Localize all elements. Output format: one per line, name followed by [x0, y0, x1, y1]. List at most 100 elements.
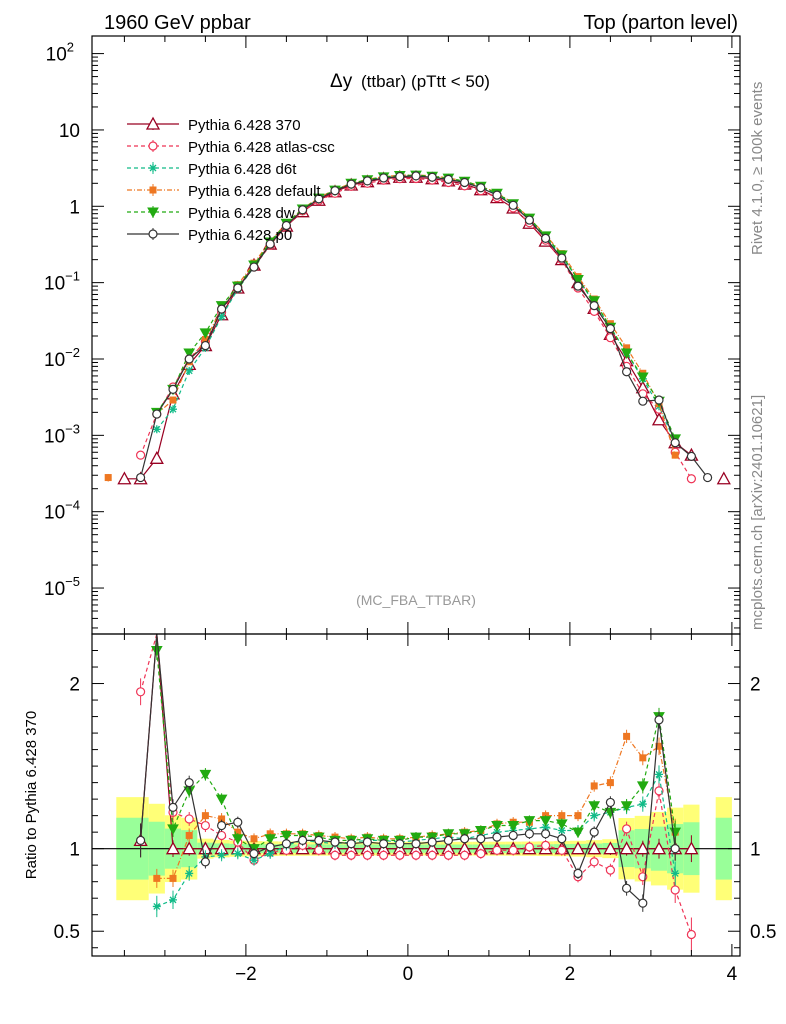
- series-5-marker: [427, 172, 437, 182]
- series-3-ratio-marker: [590, 782, 598, 790]
- series-5-marker: [411, 171, 421, 181]
- series-1-ratio-marker: [540, 840, 551, 850]
- series-5-marker: [654, 395, 664, 405]
- y-tick-label: 10−3: [44, 421, 80, 447]
- chart-title-rest: (ttbar) (pTtt < 50): [361, 72, 490, 91]
- series-5-ratio-marker: [508, 830, 518, 841]
- series-4-ratio-marker: [410, 832, 422, 844]
- x-tick-label: −2: [235, 964, 257, 985]
- series-5-ratio-marker: [346, 839, 356, 849]
- series-1-ratio-marker: [605, 865, 616, 875]
- series-0-ratio-marker: [651, 841, 667, 855]
- series-1-ratio-marker: [314, 845, 324, 855]
- series-5-marker: [443, 174, 453, 185]
- y-tick-label-base: 10: [44, 503, 65, 524]
- series-4-ratio-marker: [620, 801, 633, 812]
- series-5-ratio-marker: [314, 835, 324, 846]
- series-1-ratio-marker: [184, 814, 194, 824]
- series-4-marker: [620, 348, 633, 359]
- y-tick-label: 10: [59, 121, 80, 142]
- series-4-ratio-marker: [474, 826, 487, 837]
- y-tick-label-exponent: −5: [65, 574, 80, 589]
- legend-marker-5: [148, 229, 158, 239]
- series-3-ratio-marker: [169, 874, 177, 882]
- series-5-marker: [492, 190, 502, 200]
- y-tick-label: 10−2: [44, 345, 80, 371]
- y-tick-label: 10−4: [44, 498, 80, 524]
- series-5-ratio-marker: [395, 839, 405, 849]
- series-5-marker: [589, 301, 599, 311]
- y-tick-label-exponent: −4: [65, 498, 80, 513]
- series-4-ratio-marker: [555, 819, 568, 830]
- series-5-ratio-marker: [281, 839, 291, 849]
- legend-label-3: Pythia 6.428 default: [188, 183, 321, 200]
- y-tick-label-exponent: −3: [65, 421, 80, 436]
- series-1-ratio-marker: [330, 850, 340, 860]
- series-5-ratio-marker: [233, 817, 243, 827]
- series-0-line: [124, 177, 723, 479]
- series-5-ratio-marker: [249, 849, 259, 859]
- series-5-ratio-marker: [654, 715, 664, 725]
- series-5-ratio-marker: [427, 837, 437, 847]
- header-left: 1960 GeV ppbar: [104, 12, 251, 34]
- series-0-marker: [117, 471, 132, 485]
- series-2-ratio-marker: [250, 856, 258, 865]
- series-4-marker: [636, 372, 649, 384]
- series-1-ratio-marker: [443, 850, 453, 860]
- series-5-ratio-marker: [589, 827, 599, 837]
- series-5-marker: [460, 177, 470, 188]
- series-1-ratio-marker: [621, 824, 632, 834]
- series-3-ratio-marker: [218, 815, 226, 823]
- series-3-ratio-marker: [639, 754, 647, 762]
- series-1-ratio-marker: [362, 850, 372, 860]
- series-4-ratio-marker: [588, 801, 601, 812]
- legend-marker-1: [148, 141, 158, 151]
- series-5-marker: [249, 262, 259, 272]
- series-2-ratio-marker: [217, 851, 226, 860]
- series-5-ratio-marker: [557, 834, 567, 844]
- ratio-y-tick-label-right: 2: [750, 675, 761, 696]
- series-2-ratio-marker: [671, 869, 680, 878]
- series-1-ratio-marker: [379, 850, 389, 860]
- series-5-ratio-marker: [379, 839, 389, 849]
- series-1-ratio-marker: [670, 885, 680, 895]
- series-0-marker: [651, 412, 667, 426]
- series-4-ratio-line: [156, 650, 676, 850]
- series-4-ratio-marker: [636, 781, 649, 792]
- series-5-ratio-marker: [265, 842, 275, 852]
- series-5-marker: [330, 186, 340, 196]
- series-4-ratio-marker: [507, 821, 520, 832]
- y-tick-label-base: 10: [44, 274, 65, 295]
- series-5-marker: [298, 205, 308, 215]
- series-5-ratio-marker: [605, 797, 616, 808]
- y-tick-label: 10−5: [44, 574, 80, 600]
- series-5-marker: [524, 215, 535, 225]
- analysis-watermark: (MC_FBA_TTBAR): [356, 592, 476, 608]
- series-5-marker: [200, 340, 210, 351]
- series-0-ratio-marker: [603, 841, 618, 855]
- series-5-ratio-marker: [330, 837, 340, 847]
- series-5-marker: [605, 324, 616, 334]
- series-5-ratio-marker: [460, 834, 470, 844]
- series-5-ratio-marker: [443, 835, 453, 846]
- series-2-marker: [217, 312, 226, 321]
- series-5-marker: [152, 409, 162, 419]
- series-2-ratio-marker: [266, 849, 275, 858]
- series-5-marker: [573, 281, 583, 291]
- series-5-marker: [476, 183, 486, 193]
- series-3-ratio-marker: [250, 835, 258, 843]
- series-4-ratio-marker: [150, 646, 163, 657]
- series-5-marker: [508, 200, 518, 210]
- series-5-marker: [379, 173, 389, 183]
- series-5-marker: [395, 171, 405, 182]
- series-1-ratio-marker: [589, 857, 599, 867]
- series-1-ratio-marker: [136, 687, 146, 697]
- y-tick-label-base: 10: [44, 350, 65, 371]
- legend-marker-0: [145, 116, 161, 130]
- series-5-ratio-marker: [298, 835, 308, 846]
- series-5-marker: [702, 472, 713, 483]
- legend-label-1: Pythia 6.428 atlas-csc: [188, 139, 335, 156]
- series-4-ratio-marker: [167, 824, 179, 835]
- series-4-ratio-marker: [442, 829, 455, 840]
